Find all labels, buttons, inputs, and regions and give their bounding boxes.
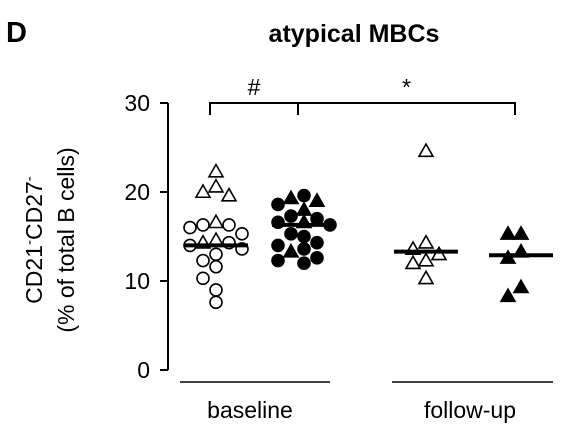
significance-brackets: # * (209, 74, 516, 115)
group-axes: baseline follow-up (180, 381, 553, 423)
point-s0-18 (209, 283, 223, 297)
point-s0-8 (235, 227, 249, 241)
y-label-sup2: - (21, 176, 38, 181)
point-s1-6 (310, 211, 324, 226)
point-s3-4 (512, 278, 530, 294)
significance-bracket-0 (209, 102, 299, 115)
point-s1-11 (297, 229, 311, 244)
point-s1-2 (308, 192, 326, 207)
y-ticks: 0 10 20 30 (124, 90, 168, 383)
point-s1-5 (284, 209, 298, 223)
panel-label: D (6, 17, 27, 49)
point-s1-13 (271, 238, 285, 253)
point-s1-15 (282, 243, 300, 258)
y-label-cd21: CD21 (21, 245, 47, 304)
y-tick-label-3: 30 (124, 90, 150, 116)
point-s1-1 (282, 189, 300, 205)
y-axis: 0 10 20 30 (124, 90, 169, 383)
point-s3-5 (499, 287, 517, 303)
point-s0-19 (209, 295, 223, 310)
point-s0-7 (183, 220, 197, 235)
point-s0-0 (207, 162, 225, 178)
point-s0-5 (196, 218, 210, 232)
point-s0-6 (222, 218, 236, 232)
point-s1-16 (310, 251, 324, 265)
point-s1-12 (310, 235, 324, 250)
point-s0-2 (194, 183, 212, 199)
y-label-line2: (% of total B cells) (53, 147, 79, 332)
point-s1-4 (295, 201, 313, 216)
point-s1-14 (297, 242, 311, 256)
group-label-baseline: baseline (207, 397, 293, 423)
point-s3-1 (499, 225, 517, 240)
median-lines (184, 222, 553, 258)
point-s1-10 (284, 227, 298, 241)
point-s0-16 (209, 259, 223, 274)
point-s0-3 (220, 186, 238, 202)
point-s2-1 (417, 234, 435, 249)
group-label-followup: follow-up (424, 397, 516, 423)
significance-label-1: * (402, 74, 411, 100)
point-s0-15 (196, 253, 210, 268)
y-label-sup1: - (21, 240, 38, 245)
point-s3-0 (512, 225, 530, 240)
svg-text:CD21-CD27-: CD21-CD27- (21, 176, 48, 304)
point-s1-17 (271, 253, 285, 268)
point-s2-0 (417, 142, 435, 158)
y-tick-label-0: 0 (137, 357, 150, 383)
y-tick-label-1: 10 (124, 268, 150, 294)
chart-title: atypical MBCs (269, 20, 440, 48)
point-s0-14 (209, 247, 223, 262)
point-s0-4 (207, 213, 225, 229)
data-points (183, 142, 530, 310)
point-s1-18 (297, 256, 311, 271)
significance-label-0: # (248, 74, 261, 100)
point-s1-0 (297, 188, 311, 203)
point-s0-1 (207, 178, 225, 193)
y-tick-label-2: 20 (124, 179, 150, 205)
y-axis-label: CD21-CD27- (% of total B cells) (21, 147, 80, 332)
point-s0-17 (196, 271, 210, 286)
point-s1-3 (271, 197, 285, 212)
significance-bracket-1 (297, 102, 516, 115)
y-label-cd27: CD27 (21, 181, 47, 240)
point-s2-5 (404, 254, 422, 270)
point-s2-6 (417, 269, 435, 285)
point-s2-4 (417, 251, 435, 267)
